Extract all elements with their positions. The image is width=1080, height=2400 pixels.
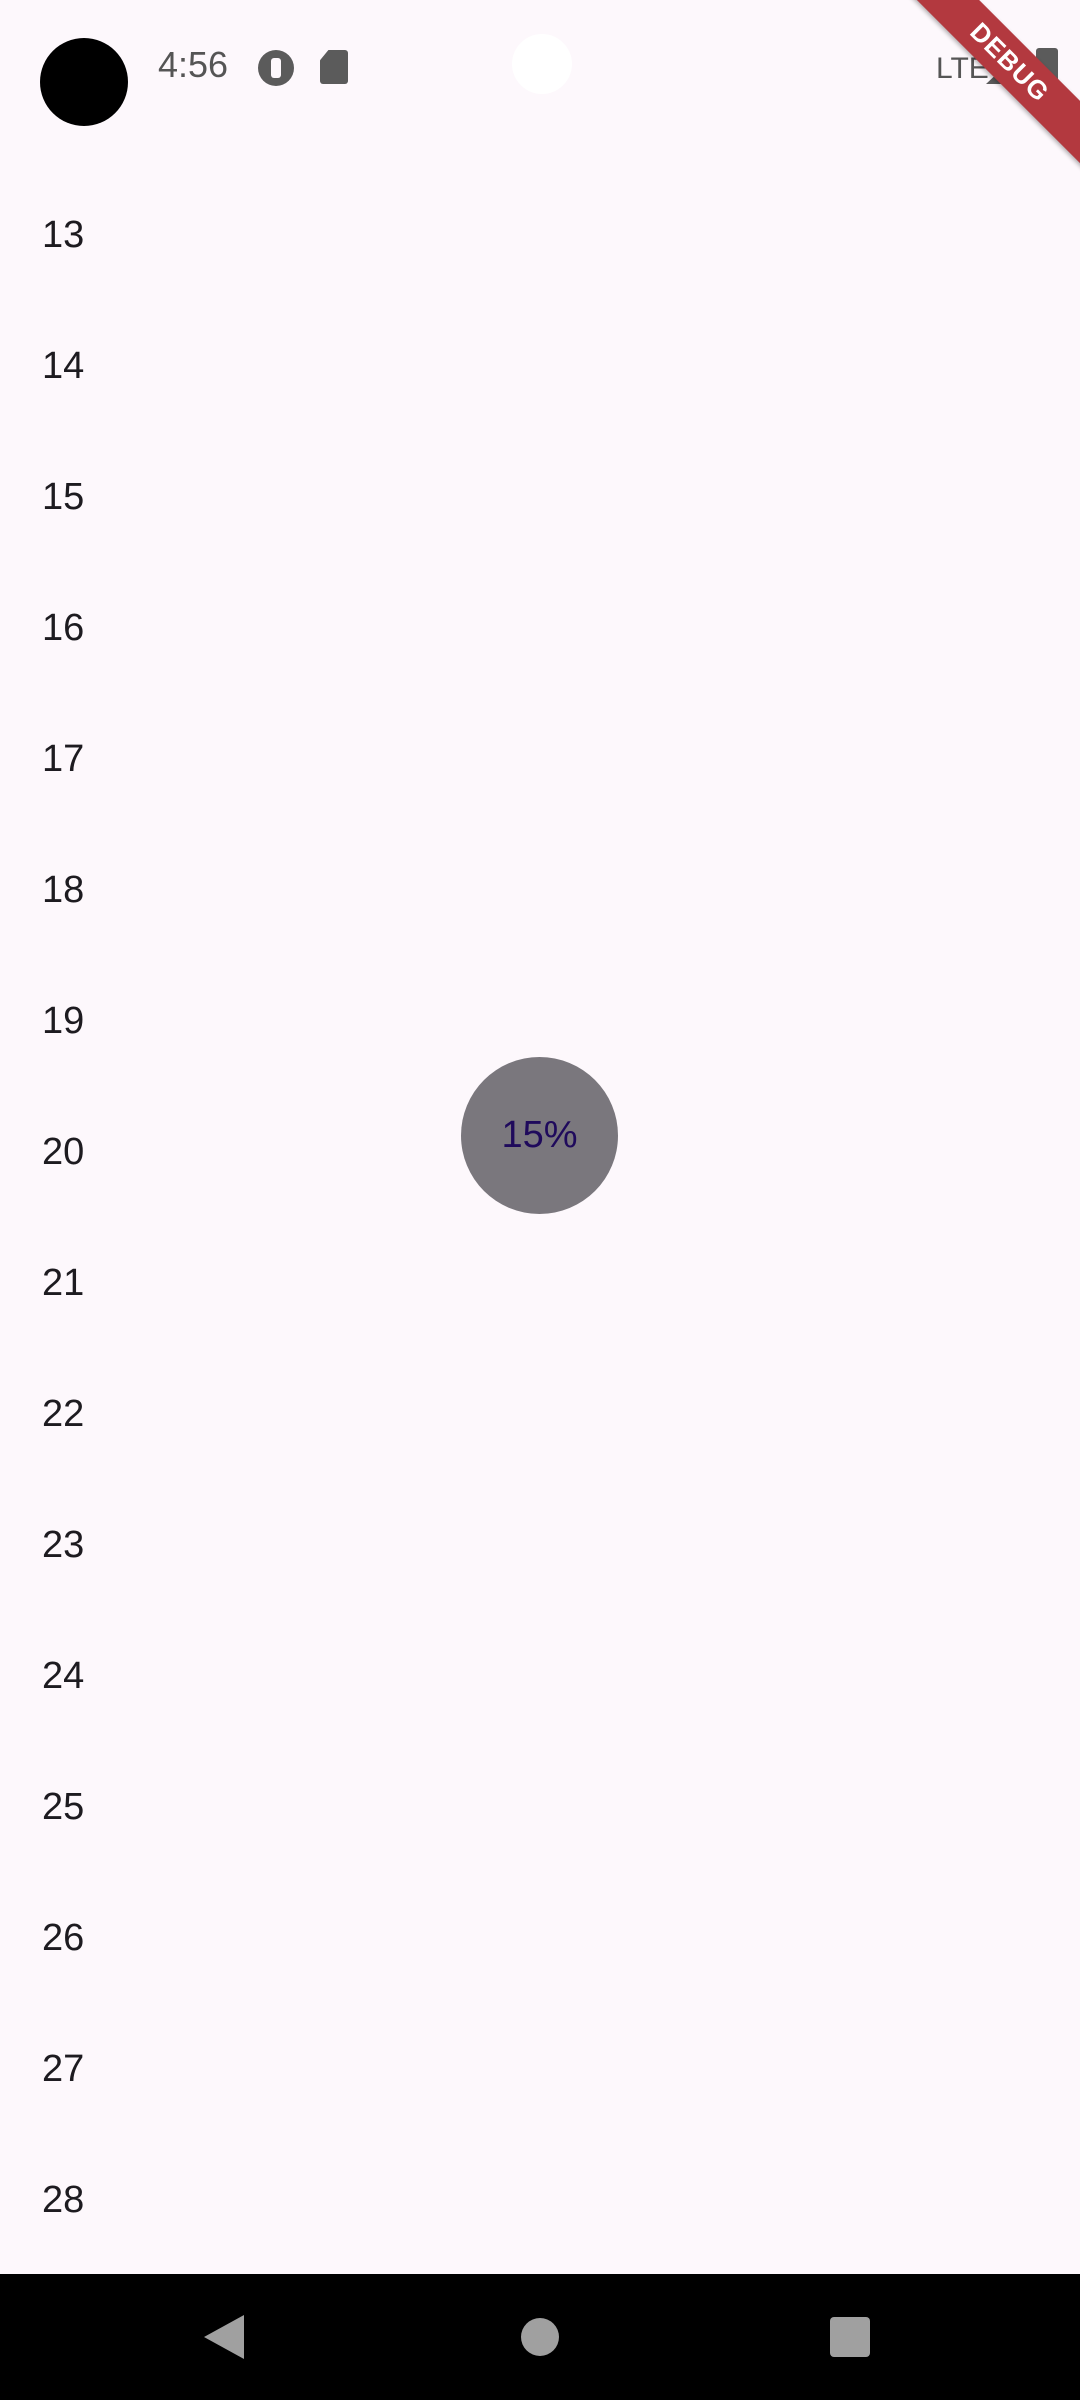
list-item[interactable]: 22 <box>42 1393 85 1435</box>
list-item[interactable]: 23 <box>42 1524 85 1566</box>
recents-icon[interactable] <box>830 2317 870 2357</box>
app-notification-icon <box>258 50 294 86</box>
list-item[interactable]: 27 <box>42 2048 85 2090</box>
front-sensor <box>512 34 572 94</box>
status-bar: 4:56 LTE <box>0 0 1080 140</box>
progress-indicator: 15% <box>461 1057 618 1214</box>
list-item[interactable]: 24 <box>42 1655 85 1697</box>
list-item[interactable]: 13 <box>42 214 85 256</box>
list-item[interactable]: 26 <box>42 1917 85 1959</box>
list-item[interactable]: 28 <box>42 2179 85 2221</box>
home-icon[interactable] <box>521 2318 559 2356</box>
list-item[interactable]: 14 <box>42 345 85 387</box>
list-item[interactable]: 16 <box>42 607 85 649</box>
list-item[interactable]: 17 <box>42 738 85 780</box>
status-clock: 4:56 <box>158 44 229 85</box>
navigation-bar <box>0 2274 1080 2400</box>
list-item[interactable]: 25 <box>42 1786 85 1828</box>
progress-label: 15% <box>501 1114 578 1156</box>
back-icon[interactable] <box>204 2315 244 2359</box>
list-item[interactable]: 15 <box>42 476 85 518</box>
list-item[interactable]: 21 <box>42 1262 85 1304</box>
number-list[interactable]: 13 14 15 16 17 18 19 20 21 22 23 24 25 26 27 28 <box>0 170 1080 2266</box>
list-item[interactable]: 19 <box>42 1000 85 1042</box>
list-item[interactable]: 20 <box>42 1131 85 1173</box>
sd-card-icon <box>320 50 348 84</box>
camera-cutout <box>40 38 128 126</box>
list-item[interactable]: 18 <box>42 869 85 911</box>
